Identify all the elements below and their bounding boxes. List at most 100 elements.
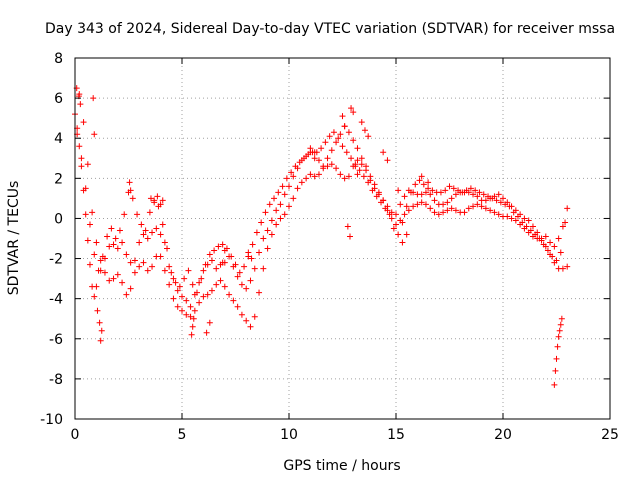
data-point <box>444 199 451 206</box>
data-point <box>525 217 532 224</box>
chart-ticks: 0 5 10 15 20 25 -10 -8 -6 -4 -2 0 2 4 6 8 <box>40 51 619 443</box>
data-point <box>322 139 329 146</box>
data-point <box>172 279 179 286</box>
data-point <box>281 191 288 198</box>
data-point <box>110 275 117 282</box>
x-tick-label: 15 <box>387 427 405 443</box>
data-point <box>144 267 151 274</box>
data-point <box>343 149 350 156</box>
data-point <box>256 249 263 256</box>
data-point <box>110 241 117 248</box>
data-point <box>459 189 466 196</box>
data-point <box>298 179 305 186</box>
data-point <box>311 155 318 162</box>
data-point <box>219 259 226 266</box>
data-point <box>412 181 419 188</box>
data-point <box>504 213 511 220</box>
data-point <box>446 183 453 190</box>
data-point <box>114 271 121 278</box>
data-point <box>557 321 564 328</box>
data-point <box>292 163 299 170</box>
data-point <box>422 189 429 196</box>
data-point <box>93 283 100 290</box>
data-point <box>440 201 447 208</box>
data-point <box>159 197 166 204</box>
data-point <box>296 159 303 166</box>
y-tick-label: -8 <box>49 372 63 388</box>
data-point <box>506 203 513 210</box>
data-point <box>290 173 297 180</box>
data-point <box>119 239 126 246</box>
data-point <box>452 191 459 198</box>
data-point <box>487 207 494 214</box>
data-point <box>161 267 168 274</box>
data-point <box>403 231 410 238</box>
data-point <box>547 239 554 246</box>
data-point <box>78 155 85 162</box>
data-point <box>328 161 335 168</box>
data-point <box>410 203 417 210</box>
data-point <box>418 191 425 198</box>
data-point <box>444 207 451 214</box>
data-point <box>350 109 357 116</box>
data-point <box>149 263 156 270</box>
data-point <box>283 175 290 182</box>
data-point <box>339 113 346 120</box>
data-point <box>221 283 228 290</box>
y-tick-label: -6 <box>49 332 63 348</box>
data-point <box>136 263 143 270</box>
data-point <box>213 265 220 272</box>
data-point <box>80 119 87 126</box>
data-point <box>474 201 481 208</box>
data-point <box>395 187 402 194</box>
data-point <box>407 189 414 196</box>
y-tick-label: -2 <box>49 252 63 268</box>
data-point <box>129 195 136 202</box>
data-point <box>418 199 425 206</box>
data-point <box>164 245 171 252</box>
data-point <box>114 245 121 252</box>
data-point <box>508 215 515 222</box>
data-point <box>401 193 408 200</box>
data-point <box>390 225 397 232</box>
data-point <box>290 195 297 202</box>
data-point <box>388 215 395 222</box>
data-point <box>144 235 151 242</box>
data-point <box>82 185 89 192</box>
data-point <box>97 337 104 344</box>
data-point <box>170 275 177 282</box>
data-point <box>273 221 280 228</box>
data-point <box>549 253 556 260</box>
x-tick-label: 20 <box>494 427 512 443</box>
data-point <box>472 187 479 194</box>
data-point <box>489 195 496 202</box>
data-point <box>559 223 566 230</box>
data-point <box>556 327 563 334</box>
data-point <box>311 173 318 180</box>
data-point <box>337 131 344 138</box>
data-point <box>393 211 399 218</box>
data-point <box>179 307 185 314</box>
data-point <box>300 155 307 162</box>
data-point <box>500 195 506 202</box>
data-point <box>127 285 134 292</box>
data-point <box>127 259 134 266</box>
data-point <box>253 229 260 236</box>
data-point <box>333 165 340 172</box>
data-point <box>346 233 353 240</box>
data-point <box>108 225 115 232</box>
data-point <box>140 231 147 238</box>
data-point <box>94 307 101 314</box>
data-point <box>510 209 517 216</box>
data-point <box>418 173 425 180</box>
data-point <box>313 149 320 156</box>
data-point <box>337 171 344 178</box>
data-point <box>196 299 203 306</box>
data-point <box>532 231 539 238</box>
data-point <box>330 129 337 136</box>
data-point <box>416 177 423 184</box>
data-point <box>256 289 263 296</box>
y-tick-label: 8 <box>54 51 63 67</box>
data-point <box>238 281 245 288</box>
data-point <box>375 189 382 196</box>
